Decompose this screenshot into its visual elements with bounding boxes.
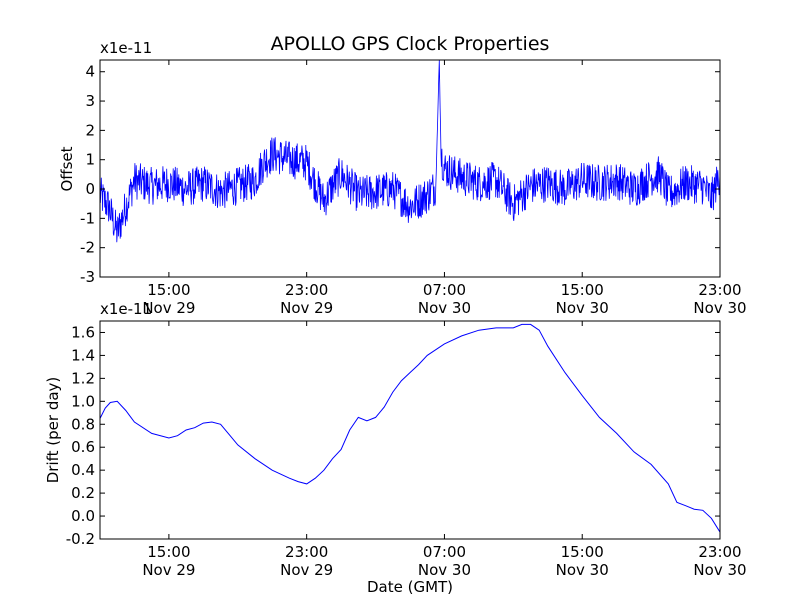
offset-y-tick-label: 2 xyxy=(85,121,95,139)
offset-y-tick-label: 3 xyxy=(85,92,95,110)
drift-y-tick-label: 1.2 xyxy=(71,369,95,387)
drift-y-tick-label: 0.6 xyxy=(71,438,95,456)
drift-panel: -0.20.00.20.40.60.81.01.21.41.615:00Nov … xyxy=(44,300,747,596)
offset-x-tick-label-date: Nov 30 xyxy=(418,299,471,317)
drift-x-tick-label-time: 15:00 xyxy=(147,543,190,561)
drift-x-tick-label-date: Nov 29 xyxy=(142,561,195,579)
drift-y-tick-label: 0.4 xyxy=(71,461,95,479)
offset-x-tick-label-time: 15:00 xyxy=(147,281,190,299)
offset-y-tick-label: 1 xyxy=(85,151,95,169)
drift-y-tick-label: 0.0 xyxy=(71,507,95,525)
offset-x-tick-label-date: Nov 30 xyxy=(556,299,609,317)
offset-x-tick-label-date: Nov 29 xyxy=(280,299,333,317)
drift-y-tick-label: 0.8 xyxy=(71,415,95,433)
offset-x-tick-label-date: Nov 30 xyxy=(693,299,746,317)
offset-y-tick-label: -1 xyxy=(80,209,95,227)
drift-x-tick-label-date: Nov 30 xyxy=(556,561,609,579)
offset-y-tick-label: 4 xyxy=(85,63,95,81)
chart-title: APOLLO GPS Clock Properties xyxy=(271,33,550,55)
drift-y-tick-label: 1.6 xyxy=(71,323,95,341)
offset-y-axis-label: Offset xyxy=(58,146,76,191)
offset-x-tick-label-time: 07:00 xyxy=(423,281,466,299)
offset-x-tick-label-time: 23:00 xyxy=(698,281,741,299)
drift-x-tick-label-time: 07:00 xyxy=(423,543,466,561)
drift-x-axis-label: Date (GMT) xyxy=(367,578,453,596)
drift-y-tick-label: 1.4 xyxy=(71,346,95,364)
offset-x-tick-label-time: 23:00 xyxy=(285,281,328,299)
drift-axes-frame xyxy=(99,320,721,540)
drift-x-tick-label-time: 15:00 xyxy=(561,543,604,561)
offset-y-tick-label: -2 xyxy=(80,239,95,257)
drift-x-tick-label-time: 23:00 xyxy=(698,543,741,561)
offset-x-tick-label-date: Nov 29 xyxy=(142,299,195,317)
drift-x-tick-label-date: Nov 30 xyxy=(418,561,471,579)
offset-series-line xyxy=(100,60,720,243)
drift-axis-multiplier: x1e-11 xyxy=(100,300,152,318)
offset-x-tick-label-time: 15:00 xyxy=(561,281,604,299)
drift-y-axis-label: Drift (per day) xyxy=(44,377,62,484)
drift-x-tick-label-date: Nov 29 xyxy=(280,561,333,579)
offset-axes-frame xyxy=(99,59,721,278)
drift-x-tick-label-date: Nov 30 xyxy=(693,561,746,579)
offset-y-tick-label: 0 xyxy=(85,180,95,198)
drift-y-tick-label: 1.0 xyxy=(71,392,95,410)
drift-y-tick-label: -0.2 xyxy=(66,530,95,548)
offset-y-tick-label: -3 xyxy=(80,268,95,286)
drift-x-tick-label-time: 23:00 xyxy=(285,543,328,561)
offset-axis-multiplier: x1e-11 xyxy=(100,39,152,57)
drift-y-tick-label: 0.2 xyxy=(71,484,95,502)
drift-series-line xyxy=(100,323,720,533)
